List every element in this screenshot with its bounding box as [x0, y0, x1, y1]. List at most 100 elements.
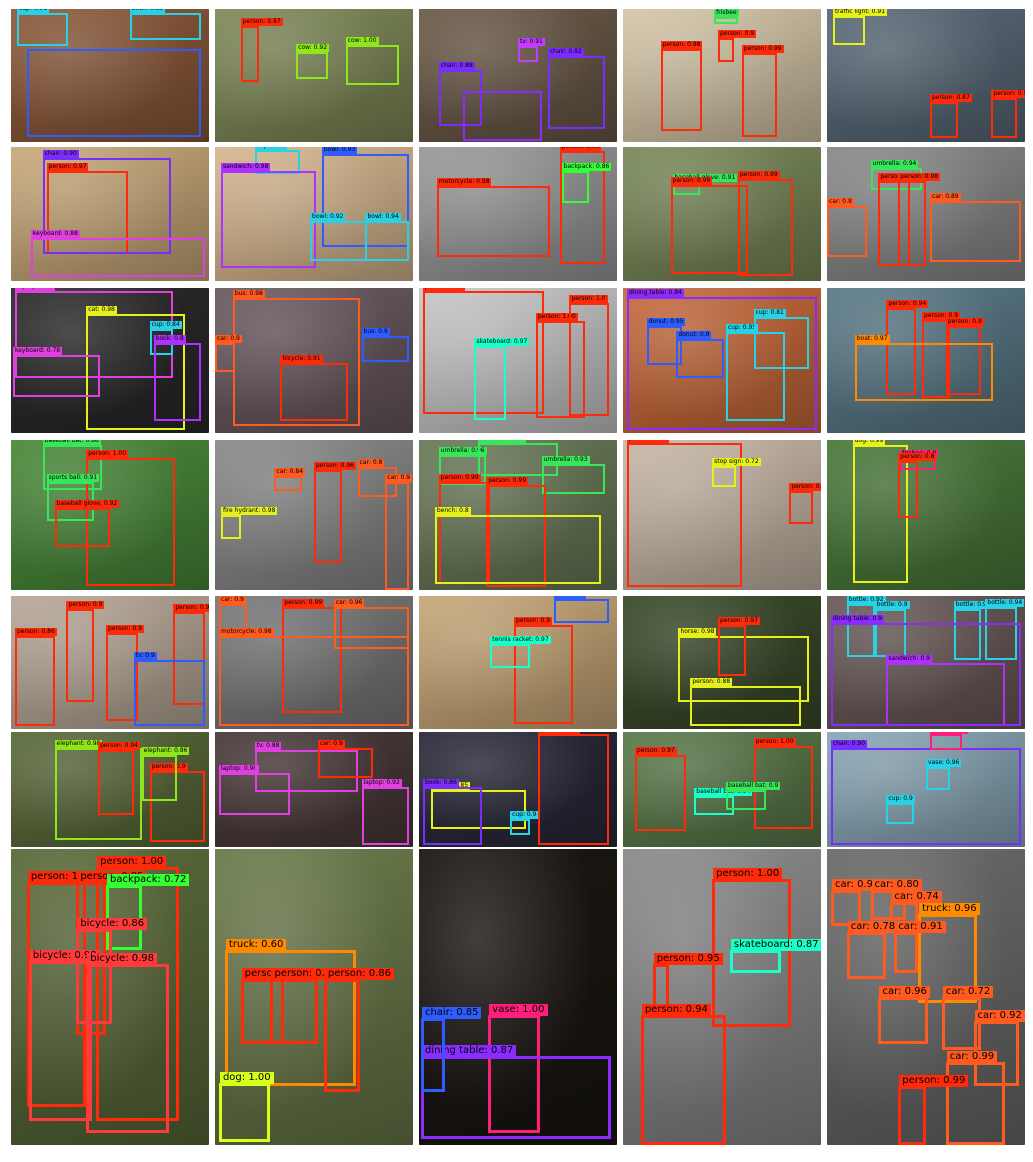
detection-label: person: 0.97	[634, 747, 677, 755]
detection-label: car: 0.91	[895, 920, 946, 933]
photo-scene	[419, 9, 617, 142]
photo-panel: frisbee person: 0.98 person: 0.99 person: 0…	[623, 9, 821, 142]
detection-box: person: 0.99	[737, 171, 794, 276]
detection-label: umbrella: 0.93	[541, 456, 590, 464]
detection-box: person: 0.9	[922, 311, 961, 399]
detection-label: motorcycle: 0.98	[436, 177, 492, 186]
detection-box: person: 0.88	[690, 678, 802, 727]
detection-box: car: 0.9	[827, 197, 867, 257]
detection-box: person: 0.9	[149, 763, 206, 843]
detection-label: person: 0.88	[690, 678, 733, 687]
detection-label: person: 0.9	[66, 601, 105, 610]
detection-box: boat: 0.97	[854, 335, 994, 402]
detection-box: bottle: 0.94	[985, 598, 1025, 660]
detection-label: bowl: 0.83	[129, 9, 166, 13]
detection-box: car: 0.96	[878, 986, 930, 1045]
photo-panel: laptop: 0.90 cat: 0.98 keyboard: 0.78 cup: …	[11, 288, 209, 433]
detection-label: person: 0.8	[898, 453, 937, 461]
detection-label: car: 0.96	[879, 986, 930, 998]
detection-label: person: 1.00	[97, 855, 167, 868]
detection-label: bottle: 0.95	[953, 601, 993, 610]
detection-label: car: 0.9	[215, 335, 242, 344]
detection-box: fire hydrant: 0.98	[220, 507, 278, 539]
detection-label: bus: 0.9	[361, 327, 390, 336]
detection-label: person: 0.96	[314, 462, 356, 470]
detection-label: keyboard: 0.78	[12, 346, 63, 355]
photo-panel: person: 0.97 chair: 0.90 keyboard: 0.88	[11, 147, 209, 281]
photo-scene	[827, 440, 1025, 590]
detection-box: person: 0.97	[537, 732, 610, 845]
detection-box: person: 0.86	[14, 627, 57, 727]
detection-box: baseball bat: 0.94	[694, 788, 753, 815]
detection-box: car: 0.96	[333, 598, 410, 650]
detection-label: dining table: 0.9	[830, 614, 885, 623]
detection-box: person: 0.95	[652, 953, 723, 1009]
detection-box: person: 0.99	[486, 477, 546, 587]
photo-panel: person: 1.00 person: 1.00 person: 1.0 skate…	[419, 288, 617, 433]
detection-label: cup: 0.81	[753, 309, 786, 317]
detection-box: umbrella: 0.93	[541, 456, 606, 494]
photo-scene	[11, 596, 209, 729]
detection-label: person: 0.9	[789, 483, 821, 491]
detection-label: car: 0.72	[942, 986, 994, 998]
photo-panel: cup: 0.86 bowl: 0.93 sandwich: 0.98 bowl: 0…	[215, 147, 413, 281]
detection-label: person: 0.99	[486, 477, 529, 485]
detection-box: person: 0.9	[173, 603, 209, 706]
detection-box: skateboard: 0.87	[729, 938, 821, 974]
detection-label: skateboard: 0.87	[730, 938, 821, 951]
detection-box: dining table: 0.9	[830, 614, 1022, 727]
detection-box: person: 0.98	[626, 440, 742, 587]
photo-scene	[215, 732, 413, 847]
detection-label: elephant: 0.98	[54, 740, 103, 749]
detection-box: car: 0.9	[385, 474, 413, 590]
detection-box: person: 0.9	[718, 30, 757, 63]
detection-box: bicycle: 0.98	[86, 953, 170, 1134]
detection-label: cow: 0.92	[296, 43, 330, 52]
detection-box: person: 0.99	[898, 1074, 969, 1145]
detection-box: car: 0.84	[274, 468, 306, 491]
photo-panel: dining table: 0.84 donut: 0.95 donut: 0.9 c…	[623, 288, 821, 433]
detection-label: tv: 0.9	[133, 651, 157, 660]
photo-scene	[623, 9, 821, 142]
detection-label: car: 0.96	[333, 598, 365, 607]
detection-box: tv: 0.91	[518, 38, 545, 63]
detection-box: car: 0.9	[215, 335, 242, 373]
detection-label: book: 0.8	[153, 335, 186, 344]
photo-panel: elephant: 0.98 person: 0.94 person: 0.9 ele…	[11, 732, 209, 847]
detection-box: truck: 0.60	[224, 938, 356, 1086]
detection-box: person: 0.87	[929, 94, 972, 138]
detection-label: baseball bat: 0.88	[42, 440, 101, 445]
detection-box: person: 1.00	[422, 288, 544, 415]
detection-box: baseball bat: 0.9	[725, 781, 781, 811]
photo-scene	[827, 147, 1025, 281]
detection-box: car: 0.78	[846, 920, 899, 980]
photo-scene	[11, 9, 209, 142]
detection-box: car: 0.80	[870, 879, 922, 921]
detection-box: chair: 0.85	[420, 1006, 482, 1092]
detection-box: laptop: 0.90	[218, 765, 291, 815]
detection-label: cow: 1.00	[345, 36, 379, 45]
detection-label: person: 0.86	[324, 968, 394, 981]
detection-label: cat: 0.98	[86, 306, 117, 315]
detection-label: cup: 0.86	[254, 147, 287, 150]
detection-label: umbrella: 0.94	[870, 160, 919, 169]
detection-box: book: 0.86	[422, 779, 483, 845]
detection-label: person: 1.00	[559, 147, 602, 152]
detection-box: person: 0.86	[323, 968, 394, 1092]
detection-label: chair: 0.90	[42, 149, 79, 158]
detection-label: person: 0.98	[898, 172, 941, 181]
detection-box: backpack: 0.86	[561, 163, 612, 204]
detection-box: truck: 0.96	[918, 903, 980, 1003]
detection-box: traffic light: 0.91	[832, 9, 888, 45]
detection-label: person: 0.8	[929, 732, 968, 735]
photo-panel: umbrella: 0.96 umbrella: 0.94 umbrella: 0.…	[419, 440, 617, 590]
detection-box: person: 0.9	[945, 317, 984, 396]
detection-box: keyboard: 0.78	[12, 346, 101, 397]
detection-box: cow: 0.92	[296, 43, 330, 80]
detection-label: bicycle: 0.98	[29, 950, 100, 963]
detection-label: dog: 0.99	[852, 440, 886, 445]
detection-label: person: 1.00	[86, 450, 129, 458]
